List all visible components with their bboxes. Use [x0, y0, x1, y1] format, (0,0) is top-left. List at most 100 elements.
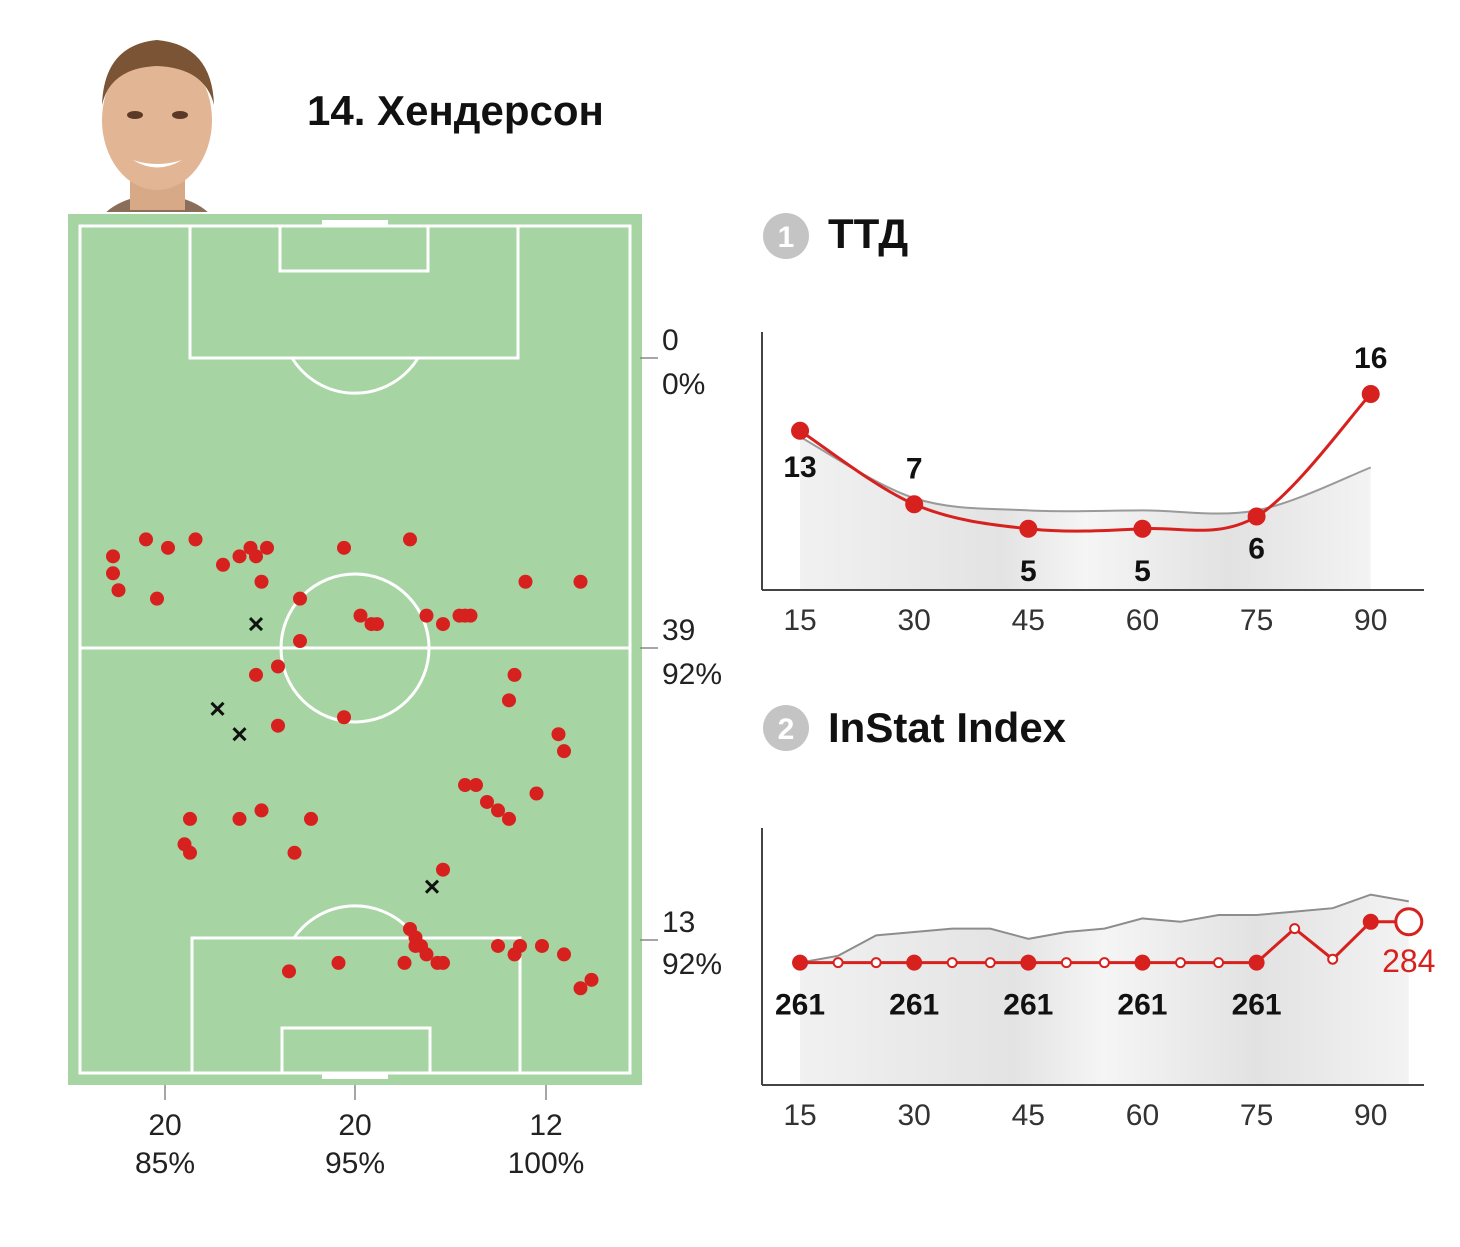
cross-stroke: [210, 701, 225, 716]
x-tick-label: 30: [897, 1099, 930, 1132]
section-number: 1: [778, 221, 795, 254]
successful-action-point: [353, 608, 368, 623]
index-minor-point: [1327, 953, 1339, 965]
index-minor-point: [1213, 957, 1225, 969]
successful-action-point: [106, 566, 120, 581]
index-point: [1248, 954, 1265, 971]
successful-action-point: [436, 617, 450, 632]
index-point: [792, 954, 809, 971]
failed-action-cross: [232, 727, 247, 742]
successful-action-point: [491, 803, 505, 818]
successful-action-point: [573, 574, 588, 589]
successful-action-point: [584, 972, 599, 987]
bottom-stat-percent: 100%: [508, 1147, 585, 1180]
x-tick-label: 30: [897, 604, 930, 637]
index-minor-point: [1175, 957, 1187, 969]
successful-action-point: [535, 938, 549, 953]
ttd-point: [1133, 519, 1152, 538]
successful-action-point: [491, 938, 505, 953]
x-tick-label: 90: [1354, 1099, 1387, 1132]
successful-action-point: [529, 786, 544, 801]
successful-action-point: [183, 845, 197, 860]
failed-action-cross: [248, 617, 264, 632]
successful-action-point: [507, 667, 522, 682]
x-tick-label: 45: [1012, 1099, 1045, 1132]
ttd-point: [1361, 385, 1380, 403]
index-final-point: [1394, 907, 1424, 937]
successful-action-point: [480, 794, 494, 809]
successful-action-point: [557, 947, 571, 962]
bottom-stat-count: 20: [338, 1109, 371, 1142]
successful-action-point: [502, 693, 516, 708]
successful-action-point: [254, 574, 269, 589]
successful-action-point: [337, 710, 351, 725]
ttd-line: [799, 392, 1372, 533]
pitch-events: [106, 532, 599, 996]
successful-action-point: [397, 955, 412, 970]
successful-action-point: [232, 549, 247, 564]
pitch-bottom-stats: 20 85% 20 95% 12 100%: [135, 1085, 584, 1180]
ttd-value-label: 6: [1248, 533, 1265, 566]
x-tick-label: 45: [1012, 604, 1045, 637]
x-tick-label: 60: [1126, 604, 1159, 637]
successful-action-point: [106, 549, 120, 564]
successful-action-point: [271, 659, 285, 674]
successful-action-point: [139, 532, 153, 547]
index-value-label: 261: [775, 989, 825, 1022]
index-point: [906, 954, 923, 971]
x-tick-label: 90: [1354, 604, 1387, 637]
section-number-badge: [763, 705, 809, 751]
section-title: ТТД: [828, 210, 908, 257]
ttd-point: [1247, 507, 1266, 526]
average-line: [799, 893, 1409, 964]
successful-action-point: [150, 591, 164, 606]
instat-chart: 261 261 261 261 261 284 15 30 45 60 75 90: [761, 828, 1435, 1132]
right-stat-percent: 92%: [662, 948, 722, 981]
successful-action-point: [293, 634, 307, 649]
section-header-instat: 2 InStat Index: [763, 704, 1067, 751]
index-minor-point: [832, 957, 844, 969]
cross-stroke: [248, 617, 264, 632]
index-value-label: 261: [1117, 989, 1167, 1022]
ttd-value-label: 7: [906, 452, 923, 485]
successful-action-point: [458, 778, 472, 793]
successful-action-point: [260, 540, 274, 555]
bottom-stat-count: 20: [148, 1109, 181, 1142]
average-area: [800, 436, 1371, 590]
section-number: 2: [778, 713, 795, 746]
successful-action-point: [293, 591, 307, 606]
right-stat-count: 0: [662, 324, 679, 357]
successful-action-point: [370, 617, 384, 632]
ttd-point: [905, 495, 924, 514]
successful-action-point: [469, 778, 483, 793]
successful-action-point: [216, 557, 230, 572]
section-number-badge: [763, 213, 809, 259]
successful-action-point: [507, 947, 522, 962]
index-value-label: 261: [1232, 989, 1282, 1022]
successful-action-point: [304, 811, 318, 826]
cross-stroke: [424, 879, 440, 894]
failed-action-cross: [424, 879, 440, 894]
ttd-value-label: 5: [1134, 555, 1151, 588]
index-minor-point: [946, 957, 958, 969]
successful-action-point: [232, 811, 247, 826]
index-minor-point: [1098, 957, 1110, 969]
successful-action-point: [161, 540, 175, 555]
player-avatar: [102, 40, 214, 212]
successful-action-point: [436, 955, 450, 970]
section-title: InStat Index: [828, 704, 1067, 751]
right-stat-percent: 0%: [662, 368, 705, 401]
x-tick-label: 75: [1240, 1099, 1273, 1132]
index-value-label: 261: [889, 989, 939, 1022]
successful-action-point: [337, 540, 351, 555]
ttd-value-label: 5: [1020, 555, 1037, 588]
ttd-point: [1019, 519, 1038, 538]
pitch-right-stats: 0 0% 39 92% 13 92%: [640, 324, 722, 981]
successful-action-point: [331, 955, 346, 970]
ttd-point: [791, 421, 810, 440]
successful-action-point: [573, 981, 588, 996]
successful-action-point: [419, 947, 434, 962]
x-tick-label: 60: [1126, 1099, 1159, 1132]
successful-action-point: [249, 549, 263, 564]
